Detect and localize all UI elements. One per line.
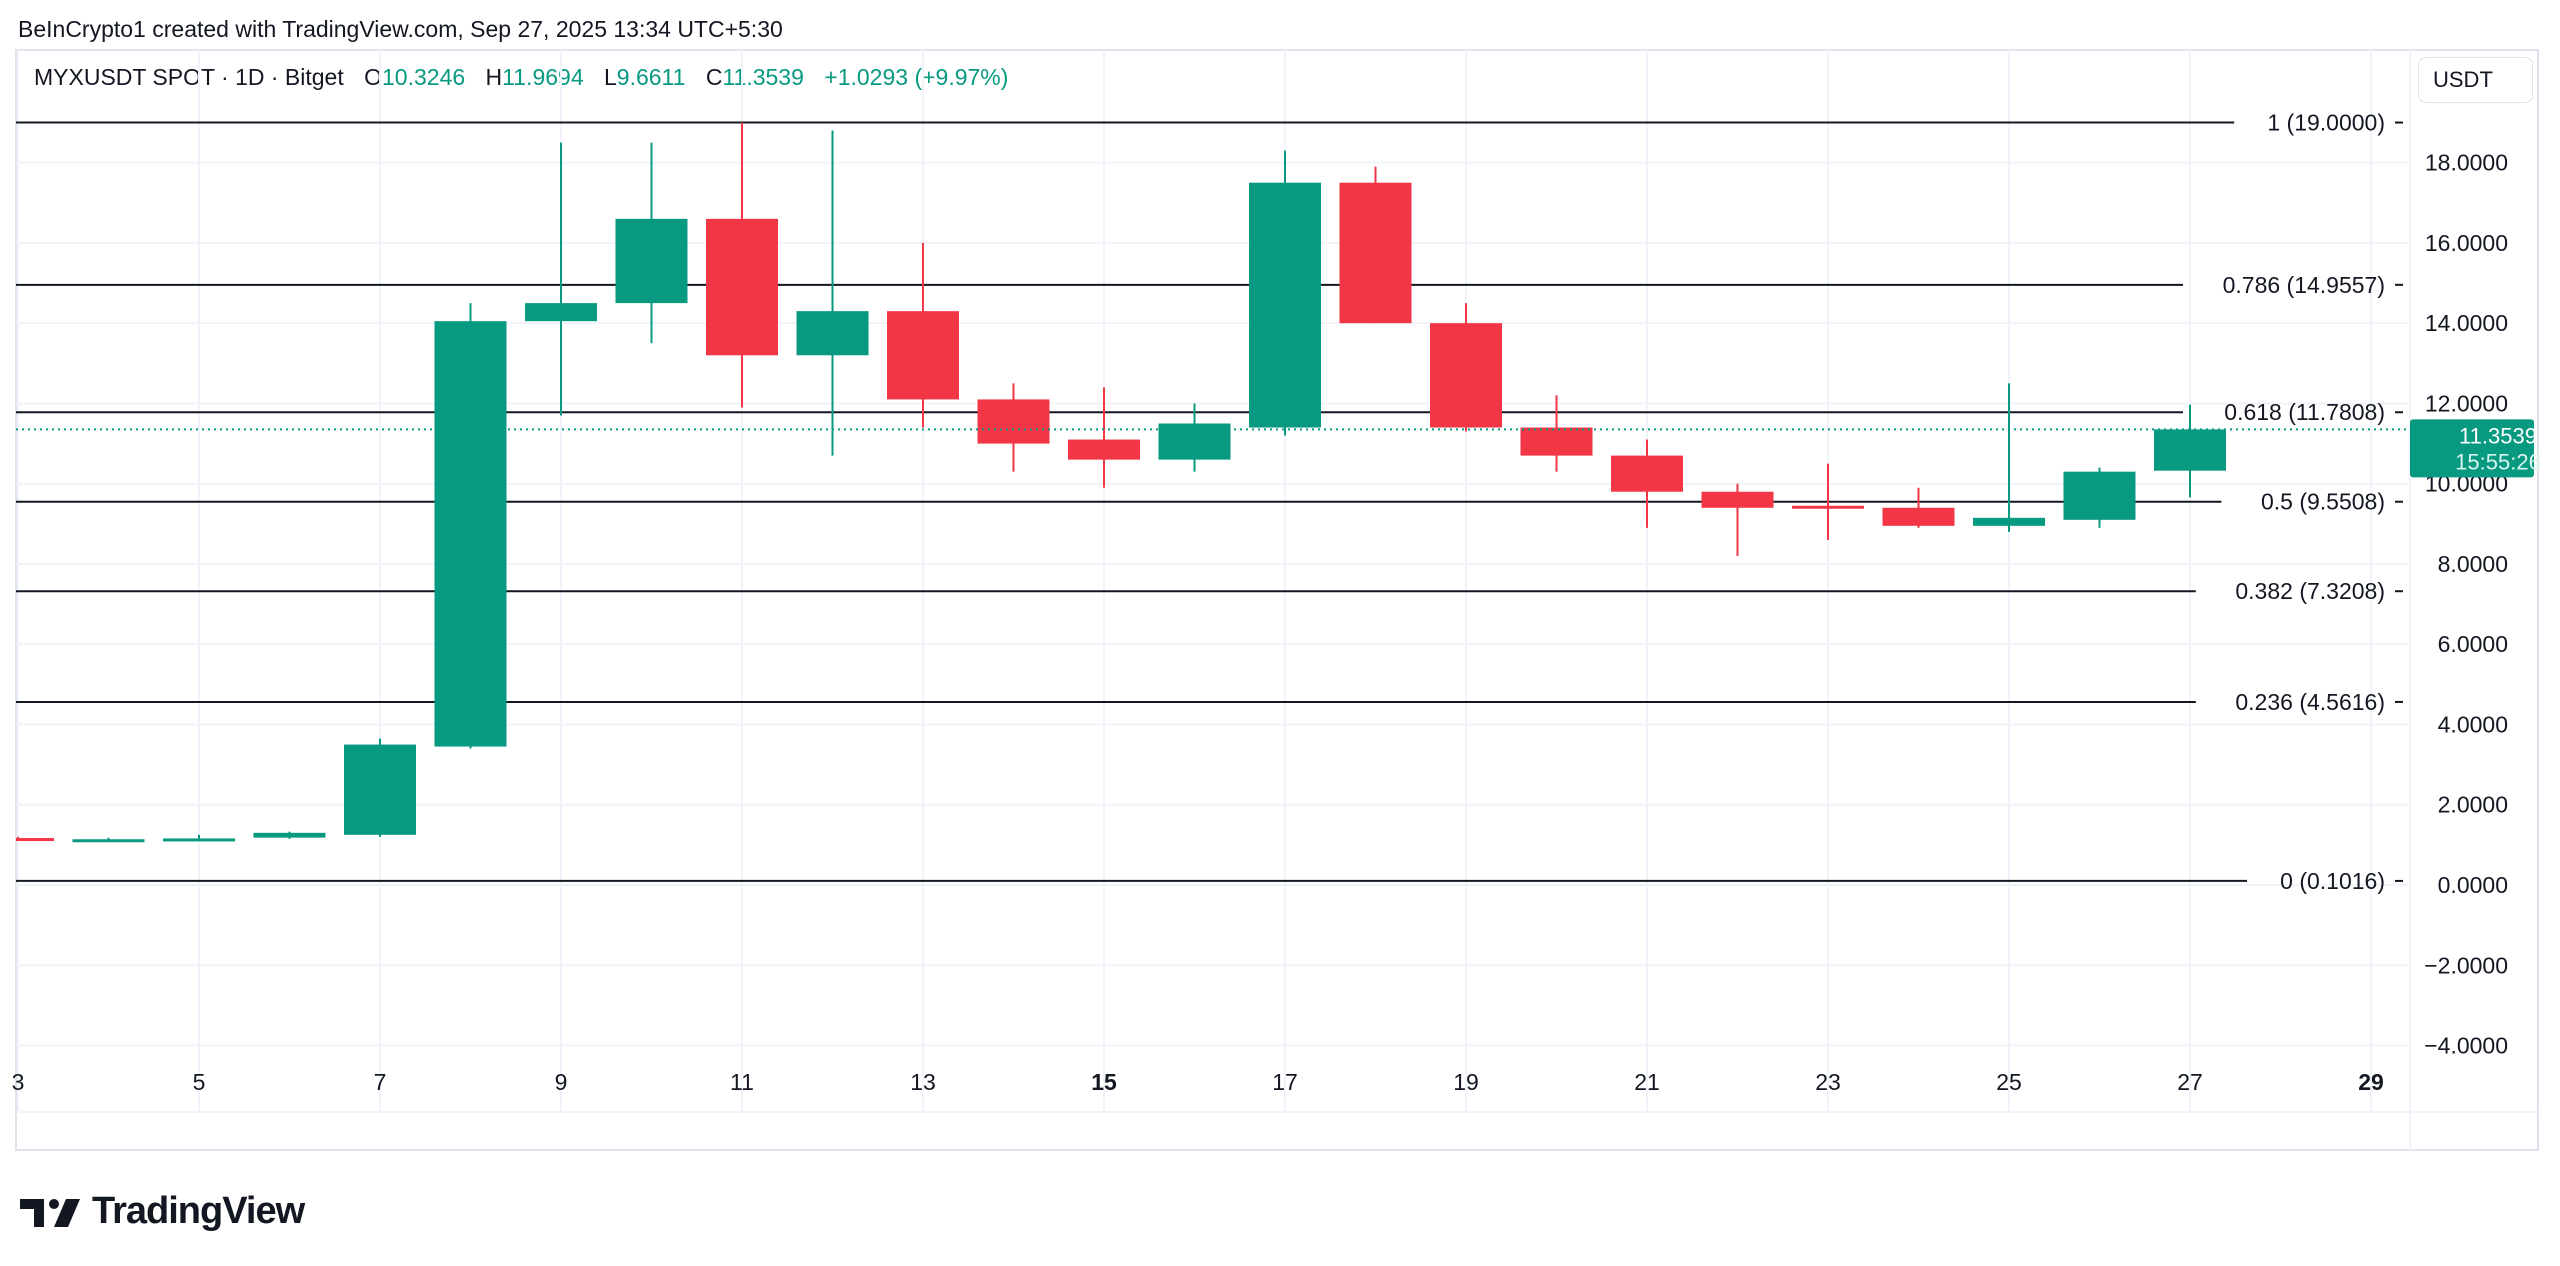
candle-down	[1520, 427, 1593, 456]
candle-up	[344, 744, 416, 835]
tradingview-logo-icon	[20, 1198, 80, 1227]
fib-level-label: 0 (0.1016)	[2280, 868, 2385, 894]
time-tick-label: 23	[1815, 1069, 1841, 1095]
time-tick-label: 13	[910, 1069, 936, 1095]
close-label: C	[705, 64, 723, 90]
time-tick-label: 27	[2177, 1069, 2203, 1095]
fib-level-label: 0.382 (7.3208)	[2235, 578, 2385, 604]
price-tick-label: −4.0000	[2424, 1033, 2508, 1059]
time-tick-label: 17	[1272, 1069, 1298, 1095]
time-axis[interactable]: 3 5 7 9 11 13 15 17 19 21 23 25 27 29	[12, 1069, 2384, 1095]
grid	[15, 49, 2539, 1151]
candle-up	[1973, 517, 2045, 526]
time-tick-label: 3	[12, 1069, 25, 1095]
tradingview-logo-text: TradingView	[92, 1190, 305, 1232]
candle-up	[796, 311, 869, 356]
time-tick-label: 19	[1453, 1069, 1479, 1095]
high-value: 11.9694	[502, 64, 584, 90]
candle-up	[2063, 471, 2136, 520]
low-value: 9.6611	[616, 64, 686, 90]
fib-level-label: 0.786 (14.9557)	[2223, 272, 2385, 298]
candle-up	[525, 303, 597, 322]
price-axis[interactable]: −4.0000 −2.0000 0.0000 2.0000 4.0000 6.0000 8.…	[2424, 150, 2508, 1059]
candles	[16, 122, 2226, 843]
time-tick-label: 5	[193, 1069, 206, 1095]
symbol-title[interactable]: MYXUSDT SPOT · 1D · Bitget	[34, 64, 344, 90]
candle-up	[2154, 429, 2226, 471]
close-value: 11.3539	[722, 64, 804, 90]
fib-level-label: 1 (19.0000)	[2267, 110, 2385, 136]
chart-frame	[15, 49, 2539, 1151]
price-tick-label: 4.0000	[2438, 711, 2508, 737]
open-value: 10.3246	[382, 64, 466, 90]
tradingview-logo[interactable]: TradingView	[20, 1190, 305, 1233]
candle-up	[72, 839, 145, 843]
candle-down	[887, 311, 959, 400]
price-tick-label: 12.0000	[2425, 390, 2508, 416]
price-tick-label: 2.0000	[2438, 792, 2508, 818]
candle-up	[1249, 182, 1321, 428]
price-tick-label: 18.0000	[2425, 150, 2508, 176]
time-tick-label: 21	[1634, 1069, 1660, 1095]
candle-up	[253, 832, 326, 838]
fib-level-label: 0.5 (9.5508)	[2261, 489, 2385, 515]
time-tick-label: 15	[1091, 1069, 1117, 1095]
time-tick-label: 29	[2358, 1069, 2384, 1095]
last-price-marker: 11.3539 15:55:26	[16, 419, 2541, 478]
price-tick-label: 8.0000	[2438, 551, 2508, 577]
price-tick-label: 6.0000	[2438, 631, 2508, 657]
candle-down	[1882, 507, 1955, 526]
price-tick-label: 0.0000	[2438, 872, 2508, 898]
fibonacci-levels[interactable]: 1 (19.0000) 0.786 (14.9557) 0.618 (11.7808…	[16, 110, 2403, 894]
last-price-value: 11.3539	[2459, 423, 2537, 448]
fib-level-label: 0.236 (4.5616)	[2235, 689, 2385, 715]
candle-up	[434, 321, 507, 747]
bar-countdown: 15:55:26	[2455, 449, 2541, 474]
candle-down	[1068, 439, 1140, 460]
candle-up	[615, 218, 688, 304]
candle-down	[16, 838, 54, 842]
symbol-legend: MYXUSDT SPOT · 1D · Bitget O10.3246 H11.…	[34, 64, 1008, 91]
candle-down	[1430, 323, 1502, 428]
candle-down	[1611, 455, 1683, 492]
candle-down	[706, 218, 778, 356]
candle-down	[1339, 182, 1412, 324]
price-tick-label: 16.0000	[2425, 230, 2508, 256]
open-label: O	[364, 64, 383, 90]
candle-down	[1792, 505, 1864, 509]
candle-down	[1701, 491, 1774, 508]
chart-attribution: BeInCrypto1 created with TradingView.com…	[18, 16, 783, 42]
time-tick-label: 11	[730, 1069, 754, 1095]
time-tick-label: 7	[374, 1069, 387, 1095]
low-label: L	[604, 64, 617, 90]
last-price-label-box	[2410, 419, 2534, 478]
high-label: H	[485, 64, 503, 90]
fib-level-label: 0.618 (11.7808)	[2224, 399, 2385, 425]
candle-up	[1158, 423, 1231, 460]
price-tick-label: 14.0000	[2425, 310, 2508, 336]
price-tick-label: −2.0000	[2424, 952, 2508, 978]
currency-selector[interactable]: USDT	[2418, 57, 2533, 103]
time-tick-label: 25	[1996, 1069, 2022, 1095]
candle-up	[163, 838, 235, 842]
time-tick-label: 9	[555, 1069, 568, 1095]
candle-down	[977, 399, 1050, 444]
change-value: +1.0293 (+9.97%)	[824, 64, 1009, 90]
